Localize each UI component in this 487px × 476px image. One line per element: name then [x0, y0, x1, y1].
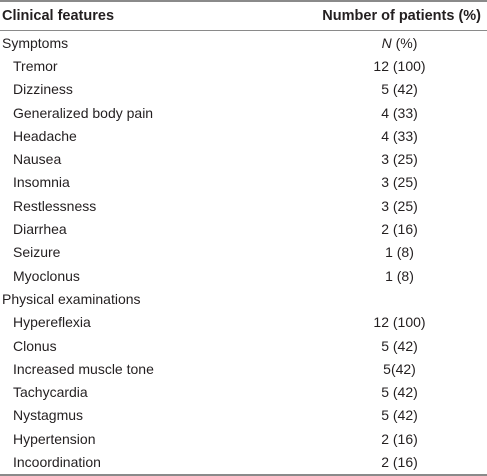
- table-row: Dizziness 5 (42): [0, 78, 487, 101]
- table-row: Diarrhea 2 (16): [0, 217, 487, 240]
- patient-count-cell: 5 (42): [381, 337, 418, 354]
- table-row: Incoordination 2 (16): [0, 450, 487, 473]
- patient-count-cell: 5(42): [383, 360, 416, 377]
- section-label-symptoms: Symptoms: [2, 34, 69, 51]
- table-row: Clonus 5 (42): [0, 334, 487, 357]
- section-row-physical-examinations: Physical examinations: [0, 287, 487, 310]
- table-header-rule: [0, 30, 487, 31]
- table-row: Hypertension 2 (16): [0, 427, 487, 450]
- table-row: Generalized body pain 4 (33): [0, 101, 487, 124]
- feature-cell: Nausea: [13, 151, 62, 168]
- percent-label: (%): [391, 34, 418, 51]
- feature-cell: Hypertension: [13, 430, 96, 447]
- n-percent-subheader: N (%): [312, 35, 487, 51]
- table-row: Hypereflexia 12 (100): [0, 311, 487, 334]
- feature-cell: Headache: [13, 127, 77, 144]
- feature-cell: Tremor: [13, 57, 58, 74]
- patient-count-cell: 12 (100): [373, 57, 426, 74]
- section-label-physical-examinations: Physical examinations: [2, 290, 141, 307]
- patient-count-cell: 5 (42): [381, 407, 418, 424]
- feature-cell: Insomnia: [13, 174, 70, 191]
- symptom-rows: Tremor 12 (100) Dizziness 5 (42) Generalized…: [0, 54, 487, 287]
- table-row: Nystagmus 5 (42): [0, 404, 487, 427]
- patient-count-cell: 3 (25): [381, 151, 418, 168]
- table-row: Insomnia 3 (25): [0, 171, 487, 194]
- feature-cell: Incoordination: [13, 453, 101, 470]
- patient-count-cell: 3 (25): [381, 174, 418, 191]
- header-clinical-features: Clinical features: [2, 8, 115, 24]
- feature-cell: Increased muscle tone: [13, 360, 154, 377]
- feature-cell: Clonus: [13, 337, 57, 354]
- table-header-row: Clinical features Number of patients (%): [0, 2, 487, 30]
- physical-rows: Hypereflexia 12 (100) Clonus 5 (42) Increase…: [0, 311, 487, 474]
- feature-cell: Nystagmus: [13, 407, 84, 424]
- patient-count-cell: 5 (42): [381, 81, 418, 98]
- patient-count-cell: 4 (33): [381, 104, 418, 121]
- table-row: Increased muscle tone 5(42): [0, 357, 487, 380]
- patient-count-cell: 12 (100): [373, 314, 426, 331]
- feature-cell: Seizure: [13, 244, 61, 261]
- table-row: Headache 4 (33): [0, 124, 487, 147]
- feature-cell: Diarrhea: [13, 221, 67, 238]
- table-top-rule: [0, 0, 487, 2]
- table-row: Tachycardia 5 (42): [0, 380, 487, 403]
- patient-count-cell: 2 (16): [381, 221, 418, 238]
- feature-cell: Hypereflexia: [13, 314, 91, 331]
- table-row: Tremor 12 (100): [0, 54, 487, 77]
- header-number-of-patients: Number of patients (%): [322, 8, 481, 24]
- patient-count-cell: 5 (42): [381, 384, 418, 401]
- feature-cell: Generalized body pain: [13, 104, 154, 121]
- table-row: Nausea 3 (25): [0, 147, 487, 170]
- patient-count-cell: 2 (16): [381, 453, 418, 470]
- feature-cell: Tachycardia: [13, 384, 88, 401]
- table-row: Seizure 1 (8): [0, 241, 487, 264]
- patient-count-cell: 1 (8): [385, 267, 414, 284]
- feature-cell: Restlessness: [13, 197, 97, 214]
- patient-count-cell: 1 (8): [385, 244, 414, 261]
- feature-cell: Myoclonus: [13, 267, 80, 284]
- patient-count-cell: 2 (16): [381, 430, 418, 447]
- table-row: Restlessness 3 (25): [0, 194, 487, 217]
- patient-count-cell: 3 (25): [381, 197, 418, 214]
- n-symbol: N: [381, 34, 392, 51]
- patient-count-cell: 4 (33): [381, 127, 418, 144]
- table-row: Myoclonus 1 (8): [0, 264, 487, 287]
- section-row-symptoms: Symptoms N (%): [0, 31, 487, 54]
- feature-cell: Dizziness: [13, 81, 73, 98]
